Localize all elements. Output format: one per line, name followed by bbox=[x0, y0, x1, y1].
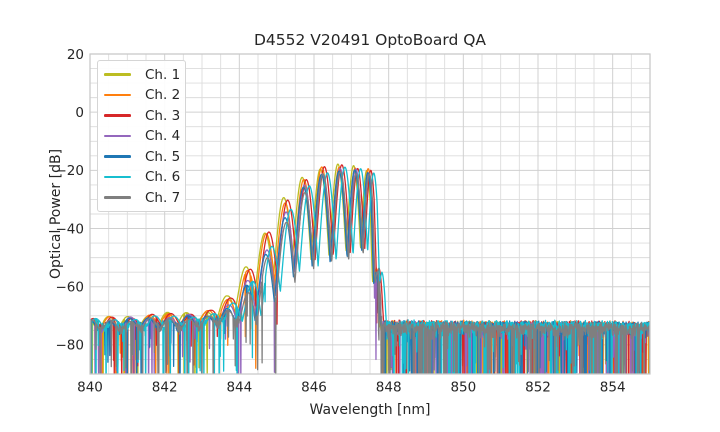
y-tick-label: −60 bbox=[56, 280, 85, 296]
legend-label: Ch. 5 bbox=[145, 148, 181, 165]
legend-label: Ch. 2 bbox=[145, 87, 181, 103]
legend-line-swatch bbox=[104, 93, 131, 97]
y-tick-label: −20 bbox=[56, 163, 85, 179]
legend-entry-ch-6: Ch. 6 bbox=[98, 167, 185, 187]
legend-entry-ch-4: Ch. 4 bbox=[98, 126, 185, 146]
series-line-ch-6 bbox=[90, 166, 650, 374]
legend-label: Ch. 7 bbox=[145, 189, 181, 206]
chart-title: D4552 V20491 OptoBoard QA bbox=[253, 31, 487, 49]
legend-entry-ch-2: Ch. 2 bbox=[98, 85, 185, 105]
legend-label: Ch. 6 bbox=[145, 169, 181, 185]
y-axis-label: Optical Power [dB] bbox=[48, 148, 64, 280]
legend-line-swatch bbox=[104, 134, 131, 138]
series-line-ch-7 bbox=[90, 171, 650, 374]
x-tick-label: 844 bbox=[226, 380, 252, 396]
legend-line-swatch bbox=[104, 73, 131, 76]
x-tick-label: 850 bbox=[450, 380, 476, 396]
x-tick-label: 852 bbox=[525, 380, 551, 396]
legend-line-swatch bbox=[104, 114, 131, 117]
x-tick-label: 848 bbox=[376, 380, 402, 396]
legend-line-swatch bbox=[104, 196, 131, 199]
legend-label: Ch. 4 bbox=[145, 128, 181, 144]
legend-label: Ch. 3 bbox=[145, 107, 181, 124]
y-tick-label: 0 bbox=[75, 105, 84, 121]
plot-border bbox=[89, 53, 651, 375]
x-tick-label: 846 bbox=[301, 380, 327, 396]
x-axis-label: Wavelength [nm] bbox=[309, 402, 431, 418]
legend-entry-ch-5: Ch. 5 bbox=[98, 147, 185, 167]
legend-line-swatch bbox=[104, 175, 131, 179]
legend-entry-ch-7: Ch. 7 bbox=[98, 188, 185, 208]
x-tick-label: 840 bbox=[77, 380, 103, 396]
x-tick-label: 842 bbox=[152, 380, 178, 396]
y-tick-label: −80 bbox=[56, 338, 85, 354]
y-tick-label: 20 bbox=[67, 47, 84, 63]
legend-entry-ch-1: Ch. 1 bbox=[98, 65, 185, 85]
y-tick-label: −40 bbox=[56, 221, 85, 237]
legend-line-swatch bbox=[104, 155, 131, 158]
x-tick-label: 854 bbox=[600, 380, 626, 396]
legend-entry-ch-3: Ch. 3 bbox=[98, 106, 185, 126]
legend: Ch. 1 Ch. 2 Ch. 3 Ch. 4 Ch. 5 Ch. 6 Ch. 7 bbox=[97, 60, 186, 212]
legend-label: Ch. 1 bbox=[145, 66, 181, 83]
